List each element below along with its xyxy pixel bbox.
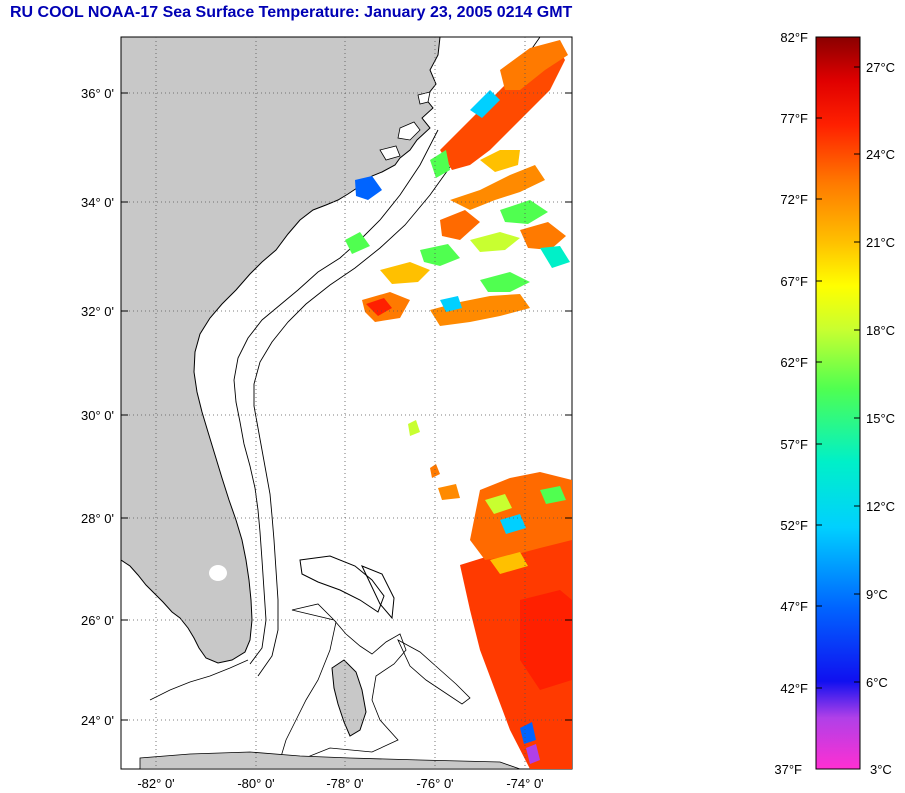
cb-c-21: 21°C [866, 235, 895, 250]
cb-f-42: 42°F [780, 681, 808, 696]
cb-c-27: 27°C [866, 60, 895, 75]
lat-label-30: 30° 0' [81, 408, 114, 423]
cb-c-24: 24°C [866, 147, 895, 162]
sound-water [379, 91, 431, 161]
florida-keys-contour [149, 659, 249, 701]
bahamas-bank [279, 603, 407, 761]
land-mass [121, 37, 441, 664]
cb-f-77: 77°F [780, 111, 808, 126]
lat-label-34: 34° 0' [81, 195, 114, 210]
cb-f-67: 67°F [780, 274, 808, 289]
lake-okeechobee [209, 565, 227, 581]
sst-patches-south [408, 420, 572, 769]
cb-f-57: 57°F [780, 437, 808, 452]
lat-labels: 36° 0' 34° 0' 32° 0' 30° 0' 28° 0' 26° 0… [81, 86, 114, 728]
bahamas-abaco [361, 565, 395, 620]
lat-label-36: 36° 0' [81, 86, 114, 101]
lat-tick-marks [121, 92, 572, 721]
lon-label-80: -80° 0' [237, 776, 274, 791]
map-content [121, 37, 572, 769]
colorbar-celsius-labels: 27°C 24°C 21°C 18°C 15°C 12°C 9°C 6°C 3°… [866, 60, 895, 777]
lon-label-78: -78° 0' [326, 776, 363, 791]
lat-label-26: 26° 0' [81, 613, 114, 628]
cb-c-6: 6°C [866, 675, 888, 690]
cb-f-37: 37°F [774, 762, 802, 777]
cb-f-47: 47°F [780, 599, 808, 614]
lon-label-82: -82° 0' [137, 776, 174, 791]
cb-c-12: 12°C [866, 499, 895, 514]
cb-c-15: 15°C [866, 411, 895, 426]
colorbar-fahrenheit-ticks [816, 36, 822, 770]
map-title: RU COOL NOAA-17 Sea Surface Temperature:… [10, 4, 573, 21]
lon-label-74: -74° 0' [506, 776, 543, 791]
lon-labels: -82° 0' -80° 0' -78° 0' -76° 0' -74° 0' [137, 776, 543, 791]
colorbar [815, 36, 861, 770]
bahamas-grand [299, 555, 385, 613]
colorbar-celsius-ticks [854, 66, 860, 770]
lat-label-28: 28° 0' [81, 511, 114, 526]
colorbar-fahrenheit-labels: 82°F 77°F 72°F 67°F 62°F 57°F 52°F 47°F … [774, 30, 808, 777]
cb-f-82: 82°F [780, 30, 808, 45]
isobath-600ft [253, 37, 541, 677]
bahamas-andros [331, 659, 367, 737]
cb-f-72: 72°F [780, 192, 808, 207]
lat-label-32: 32° 0' [81, 304, 114, 319]
cb-f-52: 52°F [780, 518, 808, 533]
bahamas-eleuthera [397, 639, 471, 705]
cuba-coast [139, 751, 521, 769]
cb-c-9: 9°C [866, 587, 888, 602]
cb-c-3: 3°C [870, 762, 892, 777]
cb-c-18: 18°C [866, 323, 895, 338]
lat-label-24: 24° 0' [81, 713, 114, 728]
cb-f-62: 62°F [780, 355, 808, 370]
sst-patches-north [345, 40, 570, 326]
lon-label-76: -76° 0' [416, 776, 453, 791]
